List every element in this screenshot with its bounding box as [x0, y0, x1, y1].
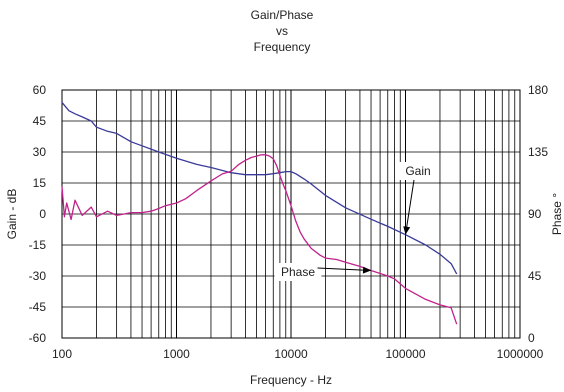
annotation-phase-label: Phase — [281, 265, 315, 279]
y-left-tick-label: -30 — [29, 269, 47, 283]
annotations: Gain Phase — [274, 162, 438, 281]
x-tick-label: 1000 — [163, 347, 190, 361]
annotation-box — [274, 263, 322, 281]
series-phase-line — [61, 154, 458, 325]
y-right-tick-label: 90 — [528, 207, 542, 221]
y-left-tick-label: 30 — [33, 145, 47, 159]
x-axis-label: Frequency - Hz — [250, 373, 332, 387]
series — [61, 101, 458, 325]
y-right-tick-label: 0 — [528, 331, 535, 345]
series-gain-line — [61, 101, 458, 275]
y-right-tick-label: 45 — [528, 269, 542, 283]
y-axis-left-label: Gain - dB — [5, 189, 19, 240]
plot-frame — [61, 89, 521, 339]
chart-title-line-1: Gain/Phase — [250, 8, 314, 22]
x-tick-label: 100000 — [385, 347, 425, 361]
chart-title-line-3: Frequency — [253, 40, 311, 54]
x-tick-label: 100 — [52, 347, 72, 361]
y-left-tick-label: 0 — [39, 207, 46, 221]
y-right-tick-label: 135 — [528, 145, 548, 159]
annotation-arrow — [405, 179, 415, 235]
annotation-gain-label: Gain — [405, 164, 430, 178]
annotation-arrowhead — [362, 266, 372, 274]
y-left-tick-label: 15 — [33, 176, 47, 190]
y-left-tick-label: 60 — [33, 83, 47, 97]
y-left-tick-label: 45 — [33, 114, 47, 128]
y-right-tick-label: 180 — [528, 83, 548, 97]
x-tick-label: 1000000 — [497, 347, 544, 361]
tick-labels: 100 1000 10000 100000 1000000 60 45 30 15 0 -15 -30… — [29, 83, 549, 361]
annotation-arrow — [317, 267, 372, 271]
y-axis-right-label: Phase ° — [550, 193, 564, 235]
y-left-tick-label: -60 — [29, 331, 47, 345]
annotation-arrowhead — [403, 226, 411, 235]
grid — [61, 89, 520, 339]
annotation-box — [398, 162, 438, 180]
chart-title-line-2: vs — [276, 24, 288, 38]
x-tick-label: 10000 — [274, 347, 308, 361]
y-left-tick-label: -45 — [29, 300, 47, 314]
y-left-tick-label: -15 — [29, 238, 47, 252]
